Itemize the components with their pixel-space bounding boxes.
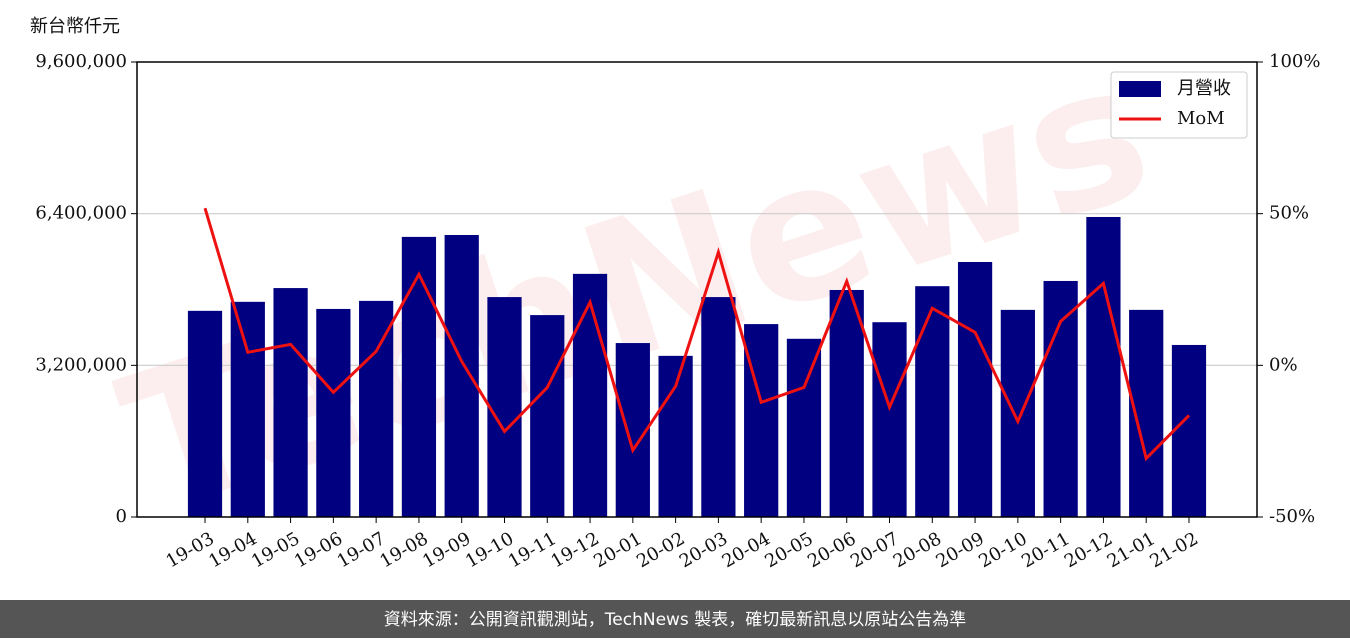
- line: [203, 207, 1191, 462]
- x-tick-label: 19-06: [291, 528, 346, 572]
- x-tick-label: 20-03: [676, 528, 731, 572]
- bar: [744, 324, 779, 517]
- x-tick-label: 20-12: [1061, 528, 1116, 572]
- bar: [273, 288, 308, 517]
- footer-bar: [0, 600, 1350, 638]
- bar: [230, 301, 265, 517]
- bar: [487, 297, 522, 517]
- bar: [786, 338, 822, 517]
- x-tick-label: 21-02: [1146, 528, 1201, 572]
- bar: [1043, 280, 1078, 517]
- x-tick-label: 19-07: [334, 528, 389, 572]
- x-tick-label: 21-01: [1104, 528, 1159, 572]
- bar: [957, 262, 993, 517]
- x-tick-label: 19-12: [548, 528, 603, 572]
- footer-text: 資料來源：公開資訊觀測站，TechNews 製表，確切最新訊息以原站公告為準: [384, 610, 966, 630]
- x-tick-label: 20-09: [933, 528, 988, 572]
- bar: [572, 273, 608, 517]
- x-tick-label: 19-09: [419, 528, 474, 572]
- x-tick-label: 20-11: [1018, 528, 1073, 572]
- x-tick-label: 20-06: [804, 528, 859, 572]
- plot-frame: [136, 61, 1258, 518]
- legend-label: MoM: [1177, 108, 1225, 129]
- x-tick-label: 20-01: [590, 528, 645, 572]
- y2-tick-label: 50%: [1269, 203, 1309, 224]
- x-tick-label: 20-10: [975, 528, 1030, 572]
- y-tick-label: 0: [116, 506, 127, 527]
- y2-tick-label: 0%: [1269, 354, 1298, 375]
- bar: [1086, 216, 1121, 517]
- unit-label: 新台幣仟元: [30, 16, 120, 37]
- y-tick-label: 6,400,000: [35, 203, 127, 224]
- bar: [530, 315, 565, 517]
- y-tick-label: 9,600,000: [35, 51, 127, 72]
- y-tick-label: 3,200,000: [35, 354, 127, 375]
- x-tick-label: 20-08: [890, 528, 945, 572]
- bar: [187, 310, 223, 517]
- x-tick-label: 20-04: [719, 528, 774, 572]
- bar: [658, 355, 693, 517]
- y2-tick-label: 100%: [1269, 51, 1320, 72]
- x-tick-label: 19-10: [462, 528, 517, 572]
- legend-label: 月營收: [1177, 78, 1231, 99]
- bar: [829, 289, 864, 517]
- x-tick-label: 20-07: [847, 528, 902, 572]
- bar: [359, 300, 394, 517]
- bar: [401, 236, 437, 517]
- y2-tick-label: -50%: [1269, 506, 1315, 527]
- bar: [444, 234, 479, 517]
- legend-swatch: [1119, 81, 1161, 97]
- bar: [1171, 344, 1207, 517]
- bar: [316, 308, 351, 517]
- x-tick-label: 19-11: [505, 528, 560, 572]
- bar: [915, 286, 950, 517]
- bar: [615, 343, 650, 517]
- x-tick-label: 20-05: [761, 528, 816, 572]
- bar: [701, 297, 736, 517]
- x-tick-label: 19-05: [248, 528, 303, 572]
- bar: [1000, 309, 1035, 517]
- x-tick-label: 19-08: [376, 528, 431, 572]
- bar: [872, 322, 907, 517]
- x-tick-label: 20-02: [633, 528, 688, 572]
